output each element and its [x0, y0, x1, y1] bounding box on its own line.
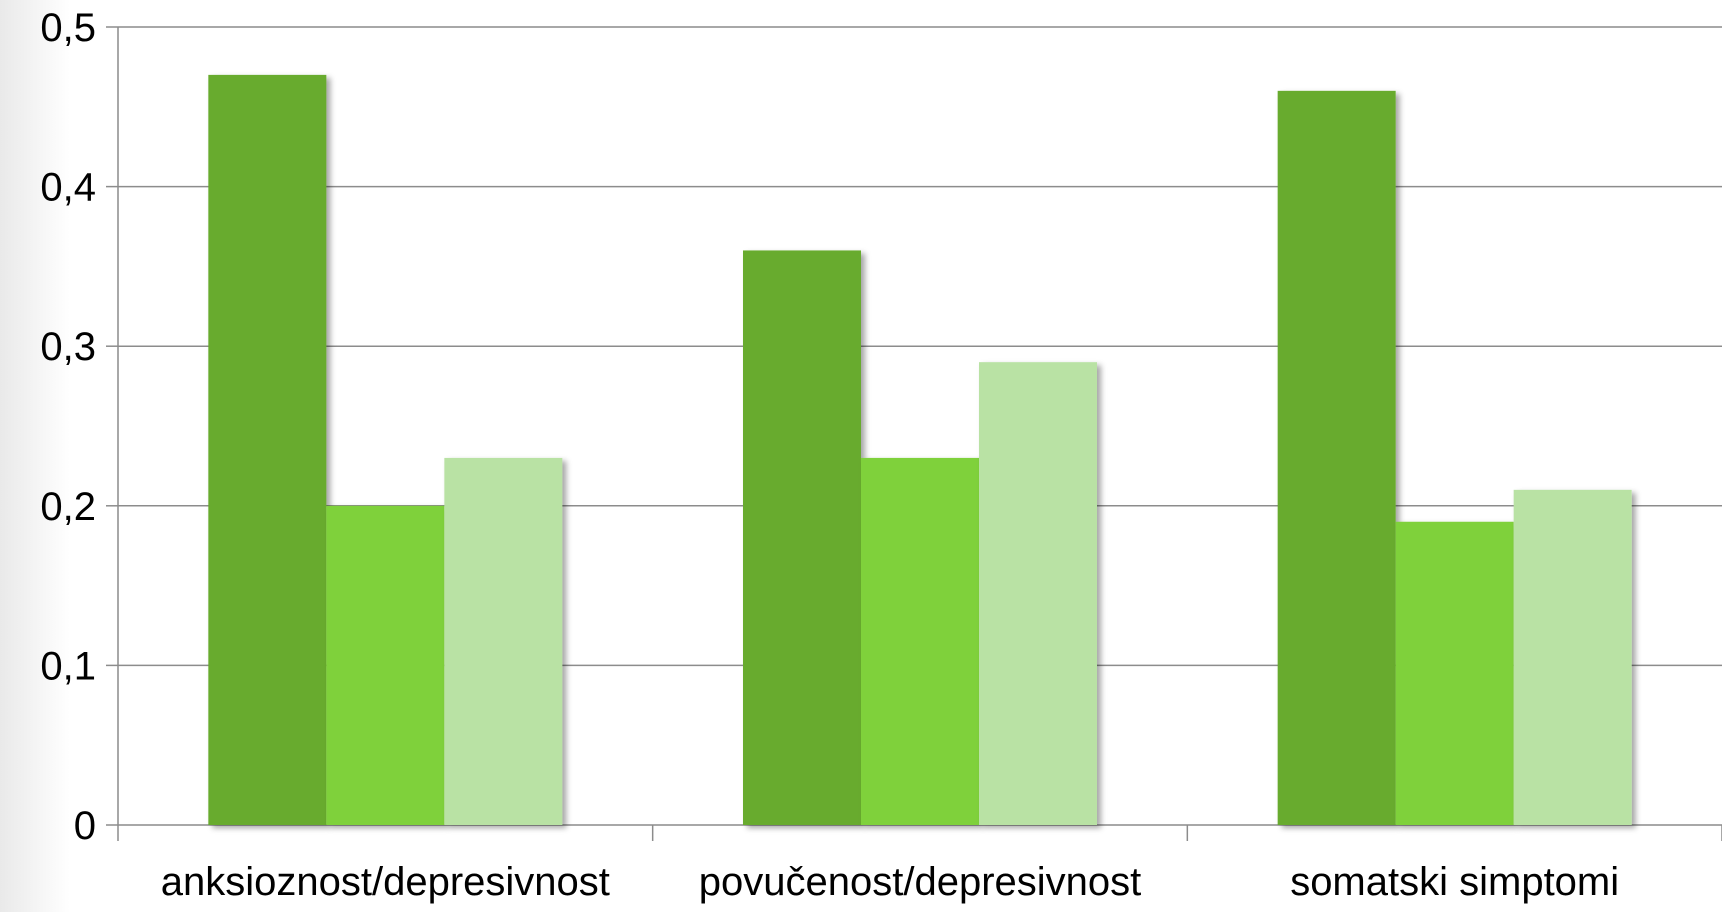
bar-series2-3	[1395, 521, 1514, 825]
bar-series3-3	[1513, 489, 1632, 825]
category-label: somatski simptomi	[1290, 860, 1619, 904]
y-tick-label: 0	[74, 804, 96, 848]
bar-series2-2	[861, 457, 979, 825]
bar-series1-2	[743, 250, 861, 825]
bar-series1-3	[1277, 90, 1396, 826]
y-tick-labels: 0 0,1 0,2 0,3 0,4 0,5	[40, 6, 96, 848]
y-tick-label: 0,3	[40, 325, 96, 369]
bars	[208, 74, 1632, 826]
bar-series1-1	[208, 74, 327, 825]
bar-series2-1	[326, 505, 445, 825]
y-tick-label: 0,2	[40, 485, 96, 529]
category-label: povučenost/depresivnost	[699, 860, 1142, 904]
category-labels: anksioznost/depresivnost povučenost/depre…	[161, 860, 1619, 904]
y-tick-label: 0,4	[40, 166, 96, 210]
category-label: anksioznost/depresivnost	[161, 860, 610, 904]
y-tick-label: 0,1	[40, 644, 96, 688]
y-tick-label: 0,5	[40, 6, 96, 50]
bar-series3-1	[444, 457, 563, 825]
bar-series3-2	[979, 362, 1097, 825]
